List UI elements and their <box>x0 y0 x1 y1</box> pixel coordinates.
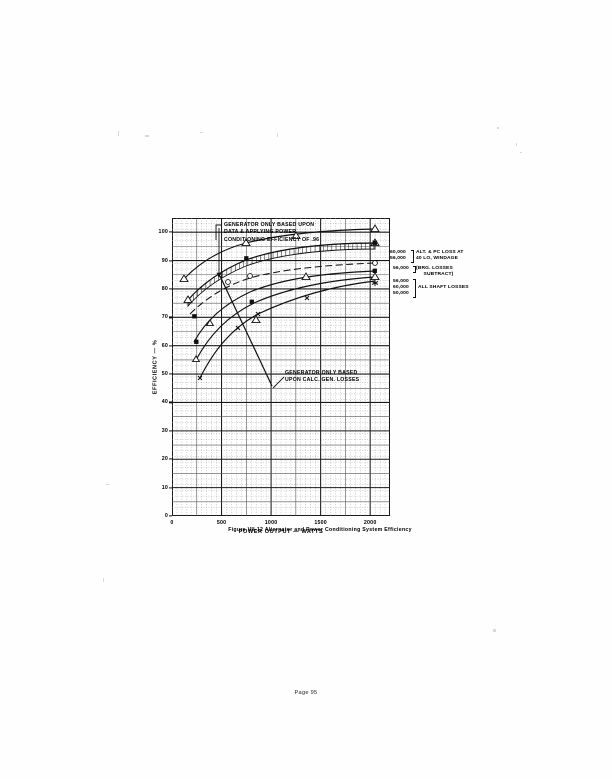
legend-value-56000-g1: 56,000 <box>390 256 406 261</box>
legend-value-50000-g3: 50,000 <box>393 291 409 296</box>
legend-label-all-shaft-losses: ALL SHAFT LOSSES <box>418 285 469 290</box>
y-axis-label-0: 0 <box>164 513 168 519</box>
scan-speckle <box>516 143 517 146</box>
y-axis-tick <box>169 288 172 290</box>
chart-series-layer <box>179 224 380 389</box>
annotation-generator-pc96: GENERATOR ONLY BASED UPON DATA & APPLYIN… <box>224 222 320 243</box>
scan-speckle <box>106 484 109 485</box>
y-axis-label-50: 50 <box>161 371 168 378</box>
y-axis-label-70: 70 <box>161 314 168 321</box>
series-56000-all-shaft-line <box>193 270 376 343</box>
y-axis-tick <box>169 373 172 375</box>
y-axis-tick <box>169 515 172 517</box>
legend-brace-1 <box>411 249 414 263</box>
scan-speckle <box>200 132 203 133</box>
scan-speckle <box>493 629 496 632</box>
y-axis-tick <box>169 458 172 460</box>
y-axis-tick <box>169 487 172 489</box>
y-axis-tick <box>169 231 172 233</box>
legend-brace-2 <box>413 265 416 273</box>
legend-value-56000-g3: 56,000 <box>393 279 409 284</box>
y-axis-tick <box>169 401 172 404</box>
y-axis-title: EFFICIENCY — % <box>152 339 159 395</box>
series-calc-gen-losses-line <box>219 275 273 387</box>
x-axis-label-0: 0 <box>170 520 174 526</box>
marker-triangle-open-group <box>179 224 380 283</box>
y-axis-label-80: 80 <box>161 285 168 292</box>
marker-circle-open-group <box>225 260 378 285</box>
series-brg-losses-subtracted-line <box>189 262 376 315</box>
legend-brace-3 <box>413 278 416 298</box>
x-axis-label-500: 500 <box>216 520 227 526</box>
x-axis-title: POWER OUTPUT — WATTS <box>238 529 324 535</box>
annotation-bracket-top <box>215 224 222 240</box>
annotation-leader-bottom <box>272 376 285 389</box>
y-axis-label-60: 60 <box>161 342 168 349</box>
marker-triangle-low-group <box>191 272 380 363</box>
y-axis-tick <box>169 316 172 318</box>
y-axis-label-40: 40 <box>161 399 168 406</box>
figure-caption: Figure VII-12 Alternator and Power Condi… <box>228 527 412 533</box>
marker-star-group <box>371 280 379 286</box>
legend-value-60000-g3: 60,000 <box>393 285 409 290</box>
page-number: Page 95 <box>294 690 318 696</box>
series-band-hatch <box>187 242 376 308</box>
legend-value-60000-g1: 60,000 <box>390 250 406 255</box>
annotation-leader-top-arrow <box>216 272 222 278</box>
scan-speckle <box>520 152 522 153</box>
scan-speckle <box>277 133 278 137</box>
x-axis-label-2000: 2000 <box>363 520 377 526</box>
y-axis-label-30: 30 <box>161 427 168 434</box>
y-axis-tick <box>169 430 172 432</box>
y-axis-label-100: 100 <box>158 229 168 236</box>
chart-plot-area: 100 90 80 70 60 50 40 30 20 10 0 0 500 1… <box>152 218 390 535</box>
legend-label-alt-pc-loss: ALT. & PC LOSS AT 40 LO, WINDAGE <box>416 250 464 262</box>
scan-speckle <box>497 127 499 129</box>
scan-speckle <box>118 131 119 136</box>
x-axis-label-1500: 1500 <box>314 520 327 526</box>
scan-speckle <box>145 135 149 137</box>
x-axis-label-1000: 1000 <box>264 520 278 526</box>
figure-vii-12: 100 90 80 70 60 50 40 30 20 10 0 0 500 1… <box>120 205 520 550</box>
y-axis-tick <box>169 259 172 262</box>
series-alt-pc-loss-line <box>187 242 376 301</box>
legend-label-brg-losses: (BRG. LOSSES SUBTRACT) <box>416 266 454 278</box>
y-axis-label-20: 20 <box>161 456 168 463</box>
annotation-calc-gen-losses: GENERATOR ONLY BASED UPON CALC. GEN. LOS… <box>285 370 360 384</box>
y-axis-label-90: 90 <box>161 257 168 264</box>
series-50000-all-shaft-line <box>199 280 376 379</box>
scan-speckle <box>103 578 104 582</box>
legend-value-56000-g2: 56,000 <box>393 266 409 271</box>
series-generator-pc96-line <box>183 228 376 280</box>
y-axis-tick <box>169 345 172 347</box>
series-60000-all-shaft-line <box>195 276 376 361</box>
y-axis-label-10: 10 <box>161 484 168 491</box>
marker-x-cross-group <box>197 295 310 381</box>
